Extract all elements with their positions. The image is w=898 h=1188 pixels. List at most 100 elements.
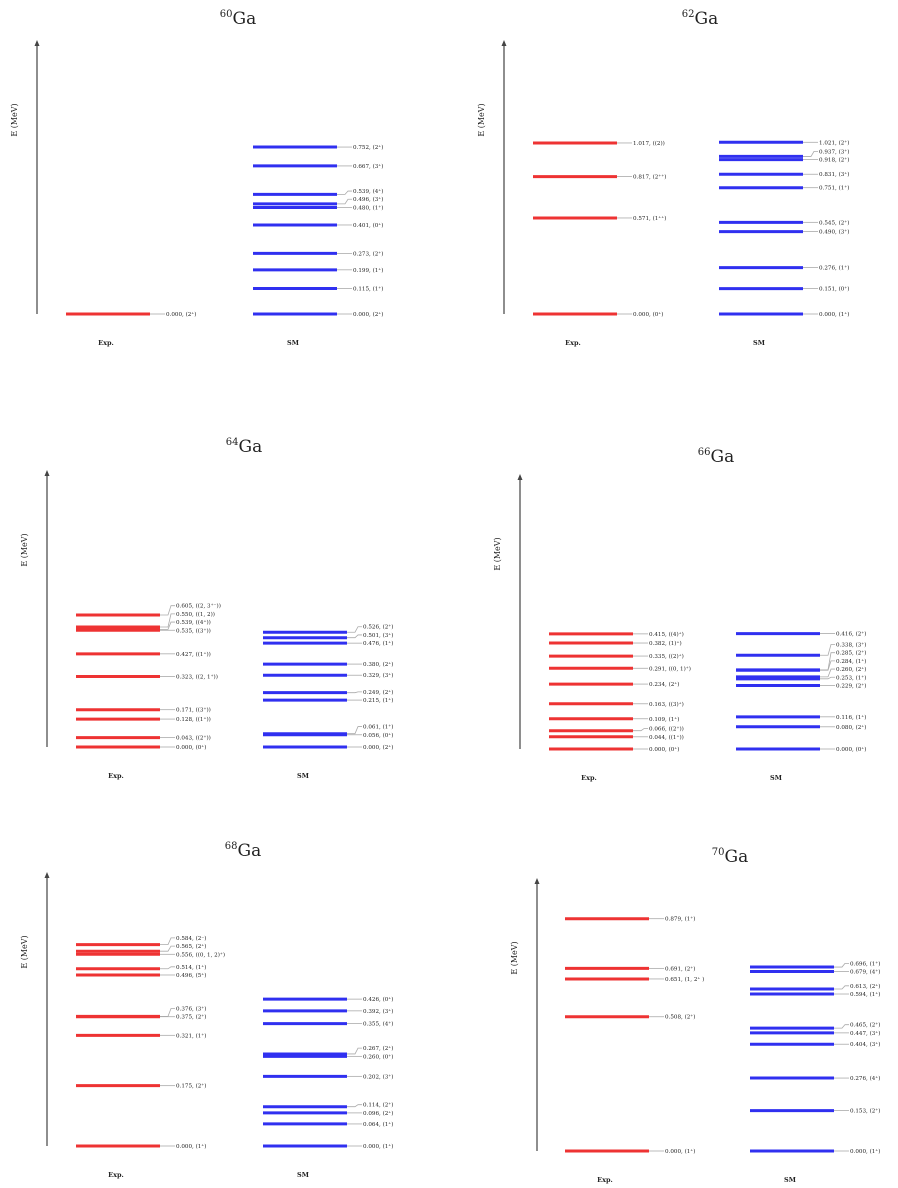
axis-arrowhead [517, 474, 523, 480]
panel-title: 70Ga [712, 847, 748, 867]
sm-column-label: SM [287, 339, 299, 347]
panel-66ga: 66Ga E (MeV) 0.000, (0⁺) 0.044, ((1⁺))0.066… [493, 447, 866, 782]
exp-level-label: 0.044, ((1⁺)) [649, 734, 684, 741]
exp-level-label: 0.550, ((1, 2)) [176, 611, 215, 618]
sm-level-label: 0.153, (2⁺) [850, 1108, 880, 1115]
title-mass: 62 [682, 9, 695, 20]
sm-level-label: 0.380, (2⁺) [363, 661, 393, 668]
y-axis-label: E (MeV) [20, 533, 29, 566]
title-element: Ga [711, 447, 735, 467]
exp-level-label: 0.171, ((3⁺)) [176, 707, 211, 714]
sm-level-label: 0.404, (3⁺) [850, 1041, 880, 1048]
sm-level-label: 0.338, (3⁺) [836, 641, 866, 648]
y-axis-label: E (MeV) [493, 537, 502, 570]
sm-level-label: 0.594, (1⁺) [850, 991, 880, 998]
sm-level-connector [347, 634, 362, 639]
title-element: Ga [233, 9, 257, 29]
sm-level-connector [820, 676, 835, 680]
exp-level-connector [160, 605, 175, 616]
sm-level-connector [834, 962, 849, 968]
exp-column-label: Exp. [565, 339, 581, 347]
exp-level-label: 0.000, (2⁺) [166, 311, 196, 318]
sm-level-connector [337, 190, 352, 195]
sm-level-label: 0.496, (3⁺) [353, 196, 383, 203]
exp-level-connector [160, 621, 175, 630]
sm-level-label: 0.061, (1⁺) [363, 724, 393, 731]
title-mass: 64 [226, 437, 239, 448]
exp-level-label: 0.000, (0⁺) [176, 744, 206, 751]
sm-level-connector [834, 985, 849, 990]
title-mass: 66 [698, 447, 711, 458]
sm-level-label: 0.064, (1⁺) [363, 1121, 393, 1128]
exp-column-label: Exp. [108, 772, 124, 780]
sm-column-label: SM [753, 339, 765, 347]
exp-level-label: 0.321, (1⁺) [176, 1032, 206, 1039]
exp-level-label: 0.879, (1⁺) [665, 916, 695, 923]
exp-level-label: 0.571, (1⁺⁺) [633, 215, 666, 222]
sm-level-label: 0.696, (1⁺) [850, 960, 880, 967]
sm-level-label: 0.667, (3⁺) [353, 163, 383, 170]
panel-60ga: 60Ga E (MeV) 0.000, (2⁺) Exp. 0.000, (2⁺) 0.1… [10, 9, 383, 347]
sm-level-label: 0.918, (2⁺) [819, 157, 849, 164]
exp-level-label: 0.508, (2⁺) [665, 1014, 695, 1021]
sm-level-label: 0.080, (2⁺) [836, 724, 866, 731]
sm-level-label: 0.000, (0⁺) [836, 746, 866, 753]
sm-level-connector [347, 626, 362, 633]
exp-level-label: 0.565, (2⁺) [176, 943, 206, 950]
sm-level-label: 0.000, (1⁺) [850, 1148, 880, 1155]
panel-70ga: 70Ga E (MeV) 0.000, (1⁺) 0.508, (2⁺) 0.651, … [510, 847, 880, 1184]
exp-column-label: Exp. [597, 1176, 613, 1184]
panel-title: 68Ga [225, 841, 261, 861]
exp-level-label: 1.017, ((2)) [633, 140, 665, 147]
sm-level-label: 1.021, (2⁺) [819, 139, 849, 146]
sm-level-label: 0.401, (0⁺) [353, 222, 383, 229]
sm-level-connector [347, 691, 362, 694]
exp-level-label: 0.691, (2⁺) [665, 965, 695, 972]
exp-level-label: 0.335, ((2)⁺) [649, 653, 684, 660]
exp-level-label: 0.427, ((1⁺)) [176, 651, 211, 658]
sm-level-label: 0.355, (4⁺) [363, 1021, 393, 1028]
exp-level-label: 0.291, ((0, 1)⁺) [649, 665, 691, 672]
sm-level-connector [803, 151, 818, 157]
sm-level-label: 0.202, (3⁺) [363, 1073, 393, 1080]
sm-level-label: 0.465, (2⁺) [850, 1022, 880, 1029]
axis-arrowhead [501, 40, 507, 46]
sm-level-connector [834, 1024, 849, 1029]
sm-level-label: 0.937, (3⁺) [819, 148, 849, 155]
exp-level-label: 0.234, (2⁺) [649, 681, 679, 688]
sm-level-label: 0.096, (2⁺) [363, 1110, 393, 1117]
sm-level-label: 0.215, (1⁺) [363, 697, 393, 704]
exp-level-label: 0.000, (0⁺) [633, 311, 663, 318]
exp-column-label: Exp. [581, 774, 597, 782]
exp-level-label: 0.323, ((2, 1⁺)) [176, 674, 218, 681]
title-mass: 68 [225, 841, 238, 852]
panel-title: 62Ga [682, 9, 718, 29]
sm-level-connector [347, 726, 362, 735]
title-mass: 60 [220, 9, 233, 20]
sm-level-label: 0.114, (2⁺) [363, 1102, 393, 1109]
panel-68ga: 68Ga E (MeV) 0.000, (1⁺) 0.175, (2⁺) 0.321, … [20, 841, 393, 1179]
exp-level-label: 0.375, (2⁺) [176, 1014, 206, 1021]
sm-level-label: 0.000, (2⁺) [363, 744, 393, 751]
y-axis-label: E (MeV) [20, 935, 29, 968]
title-element: Ga [239, 437, 263, 457]
exp-level-label: 0.163, ((3)⁺) [649, 701, 684, 708]
sm-level-label: 0.426, (0⁺) [363, 996, 393, 1003]
sm-level-connector [820, 644, 835, 656]
sm-level-label: 0.267, (2⁺) [363, 1045, 393, 1052]
sm-level-label: 0.284, (1⁺) [836, 658, 866, 665]
sm-level-connector [820, 652, 835, 671]
axis-arrowhead [34, 40, 40, 46]
exp-level-connector [160, 613, 175, 628]
panel-title: 66Ga [698, 447, 734, 467]
exp-level-label: 0.584, (2⁻) [176, 935, 206, 942]
sm-level-label: 0.613, (2⁺) [850, 983, 880, 990]
axis-arrowhead [534, 878, 540, 884]
exp-level-connector [633, 728, 648, 732]
exp-level-label: 0.539, ((4⁺)) [176, 619, 211, 626]
sm-column-label: SM [297, 772, 309, 780]
y-axis-label: E (MeV) [510, 941, 519, 974]
panel-title: 64Ga [226, 437, 262, 457]
sm-level-label: 0.480, (1⁺) [353, 204, 383, 211]
